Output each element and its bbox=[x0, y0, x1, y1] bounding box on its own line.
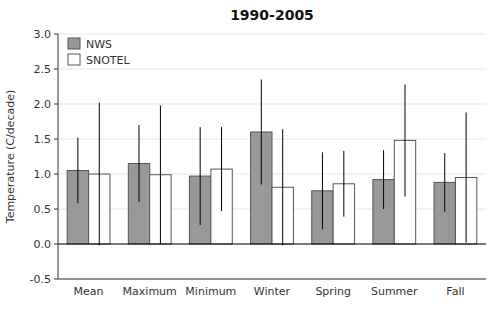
grid-line bbox=[58, 104, 486, 105]
grid-line bbox=[58, 279, 486, 280]
tick-label: Maximum bbox=[123, 285, 177, 298]
tick-label: 2.0 bbox=[34, 98, 52, 111]
tick-label: 1.5 bbox=[34, 133, 52, 146]
grid-line bbox=[58, 34, 486, 35]
error-bar bbox=[221, 127, 222, 211]
series bbox=[89, 84, 477, 245]
x-axis: Mean Maximum Minimum Winter Spring Summer Fall bbox=[74, 285, 465, 298]
error-bar bbox=[77, 138, 78, 204]
tick-mark bbox=[54, 139, 58, 140]
tick-label: 1.0 bbox=[34, 168, 52, 181]
tick-label: Winter bbox=[254, 285, 291, 298]
tick-mark bbox=[54, 104, 58, 105]
tick-label: Minimum bbox=[185, 285, 236, 298]
tick-label: Fall bbox=[446, 285, 464, 298]
legend: NWS SNOTEL bbox=[68, 38, 131, 67]
tick-label: Mean bbox=[74, 285, 104, 298]
x-axis-line bbox=[58, 279, 486, 280]
tick-mark bbox=[54, 244, 58, 245]
tick-mark bbox=[54, 34, 58, 35]
tick-label: 2.5 bbox=[34, 63, 52, 76]
grid-line bbox=[58, 69, 486, 70]
y-axis-line bbox=[58, 34, 59, 279]
tick-label: Summer bbox=[371, 285, 418, 298]
tick-mark bbox=[54, 174, 58, 175]
error-bar bbox=[444, 153, 445, 212]
tick-label: 0.0 bbox=[34, 238, 52, 251]
error-bar bbox=[466, 112, 467, 242]
error-bar bbox=[139, 125, 140, 202]
legend-label: NWS bbox=[86, 38, 112, 51]
legend-swatch bbox=[68, 38, 80, 49]
error-bar bbox=[282, 129, 283, 245]
error-bar bbox=[261, 80, 262, 185]
tick-mark bbox=[54, 69, 58, 70]
tick-label: -0.5 bbox=[30, 273, 51, 286]
chart: -0.5 0.0 0.5 1.0 1.5 2.0 2.5 3.0 Mean Maximum Mini… bbox=[0, 0, 500, 309]
legend-swatch bbox=[68, 54, 80, 65]
error-bar bbox=[200, 127, 201, 225]
tick-label: 3.0 bbox=[34, 28, 52, 41]
axis-label: Temperature (C/decade) bbox=[4, 90, 17, 224]
error-bar bbox=[322, 152, 323, 229]
zero-line bbox=[58, 244, 486, 245]
plot-area bbox=[67, 80, 477, 246]
grid-line bbox=[58, 244, 486, 245]
tick-label: Spring bbox=[315, 285, 351, 298]
error-bar bbox=[343, 151, 344, 217]
tick-mark bbox=[54, 279, 58, 280]
tick-mark bbox=[54, 209, 58, 210]
error-bar bbox=[383, 150, 384, 209]
error-bar bbox=[404, 84, 405, 196]
error-bar bbox=[160, 105, 161, 244]
y-axis: -0.5 0.0 0.5 1.0 1.5 2.0 2.5 3.0 bbox=[30, 28, 486, 286]
tick-label: 0.5 bbox=[34, 203, 52, 216]
series bbox=[67, 80, 455, 245]
error-bar bbox=[99, 103, 100, 246]
title: 1990-2005 bbox=[230, 7, 314, 23]
legend-label: SNOTEL bbox=[86, 54, 131, 67]
